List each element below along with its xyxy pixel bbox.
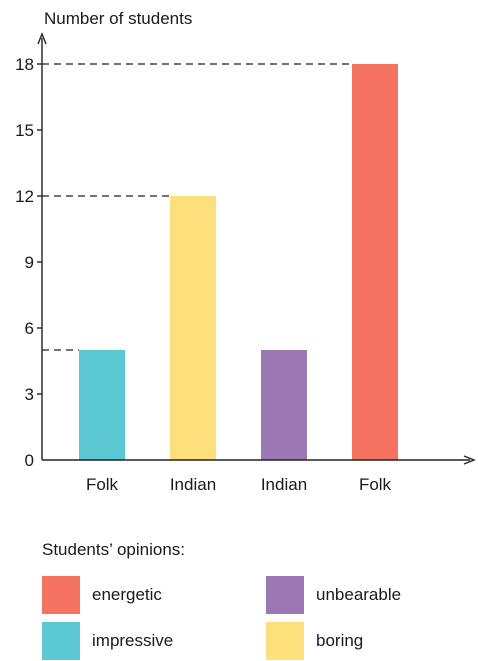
x-category-label: Folk xyxy=(86,475,119,494)
y-axis-title: Number of students xyxy=(44,9,192,28)
legend-label-impressive: impressive xyxy=(92,631,174,650)
legend-label-boring: boring xyxy=(316,631,364,650)
legend-swatch-impressive xyxy=(42,622,80,660)
legend-item-unbearable: unbearable xyxy=(266,576,401,614)
legend-title: Students’ opinions: xyxy=(42,540,186,559)
y-axis-arrow xyxy=(37,32,47,45)
y-tick-label: 9 xyxy=(25,253,34,272)
x-axis-arrow xyxy=(463,455,476,465)
legend-swatch-unbearable xyxy=(266,576,304,614)
bar-energetic xyxy=(352,64,398,460)
y-tick-label: 6 xyxy=(25,319,34,338)
legend-item-impressive: impressive xyxy=(42,622,173,660)
legend-label-energetic: energetic xyxy=(92,585,162,604)
bar-chart: Number of students 0 3 6 9 12 15 18 Folk Indian… xyxy=(15,9,476,494)
bar-boring xyxy=(170,196,216,460)
legend-swatch-boring xyxy=(266,622,304,660)
legend-swatch-energetic xyxy=(42,576,80,614)
bar-impressive xyxy=(79,350,125,460)
y-tick-label: 15 xyxy=(15,121,34,140)
x-category-label: Folk xyxy=(359,475,392,494)
x-category-label: Indian xyxy=(261,475,307,494)
y-tick-label: 0 xyxy=(25,451,34,470)
y-tick-label: 12 xyxy=(15,187,34,206)
y-tick-label: 18 xyxy=(15,55,34,74)
legend-label-unbearable: unbearable xyxy=(316,585,402,604)
x-category-label: Indian xyxy=(170,475,216,494)
bar-unbearable xyxy=(261,350,307,460)
y-tick-label: 3 xyxy=(25,385,34,404)
legend-item-boring: boring xyxy=(266,622,363,660)
legend-item-energetic: energetic xyxy=(42,576,162,614)
